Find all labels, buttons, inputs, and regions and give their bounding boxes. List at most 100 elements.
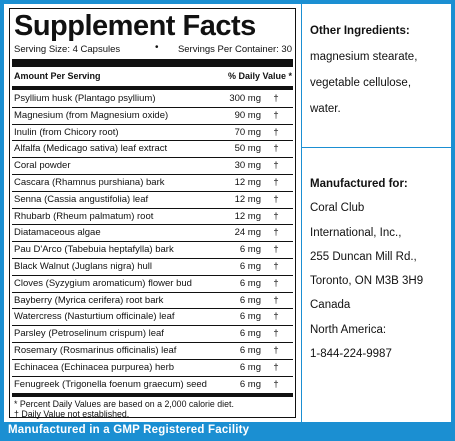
ingredient-row: Inulin (from Chicory root) 70 mg † (12, 125, 293, 142)
ingredient-daily-value: † (273, 210, 279, 222)
other-ingredient-line: water. (310, 103, 341, 115)
ingredient-row: Rosemary (Rosmarinus officinalis) leaf 6 … (12, 343, 293, 360)
ingredient-daily-value: † (273, 126, 279, 138)
manufacturer-line: North America: (310, 323, 387, 336)
ingredient-row: Echinacea (Echinacea purpurea) herb 6 mg † (12, 360, 293, 377)
ingredient-name: Cloves (Syzygium aromaticum) flower bud (14, 277, 192, 289)
ingredient-amount: 12 mg (234, 193, 261, 205)
other-ingredient-line: magnesium stearate, (310, 51, 418, 63)
facts-title: Supplement Facts (14, 10, 256, 42)
manufacturer-section: Manufactured for: Coral Club Internation… (310, 172, 450, 366)
ingredient-row: Fenugreek (Trigonella foenum graecum) se… (12, 377, 293, 394)
ingredient-amount: 300 mg (229, 93, 261, 104)
ingredient-name: Psyllium husk (Plantago psyllium) (14, 93, 156, 104)
ingredient-daily-value: † (273, 277, 279, 289)
ingredient-amount: 50 mg (234, 143, 261, 155)
ingredient-amount: 6 mg (239, 378, 261, 390)
ingredient-daily-value: † (273, 227, 279, 239)
ingredient-name: Inulin (from Chicory root) (14, 126, 119, 138)
ingredient-daily-value: † (273, 109, 279, 121)
ingredient-amount: 90 mg (234, 109, 261, 121)
ingredient-row: Magnesium (from Magnesium oxide) 90 mg † (12, 108, 293, 125)
footnote-percent-dv: * Percent Daily Values are based on a 2,… (14, 399, 234, 409)
gmp-footer-bar: Manufactured in a GMP Registered Facilit… (0, 422, 455, 441)
ingredient-amount: 6 mg (239, 244, 261, 256)
manufacturer-phone: 1-844-224-9987 (310, 348, 392, 361)
ingredient-daily-value: † (273, 378, 279, 390)
ingredient-row: Cloves (Syzygium aromaticum) flower bud 6… (12, 276, 293, 293)
ingredient-name: Pau D'Arco (Tabebuia heptafylla) bark (14, 244, 174, 256)
manufacturer-line: Coral Club (310, 202, 365, 215)
ingredient-amount: 12 mg (234, 176, 261, 188)
supplement-facts-panel: Supplement Facts Serving Size: 4 Capsule… (9, 8, 296, 419)
other-ingredients-section: Other Ingredients: magnesium stearate, v… (310, 18, 450, 122)
ingredient-amount: 6 mg (239, 311, 261, 323)
ingredient-daily-value: † (273, 143, 279, 155)
ingredient-row: Pau D'Arco (Tabebuia heptafylla) bark 6 m… (12, 242, 293, 259)
footnote-dv-not-established: † Daily Value not established. (14, 409, 130, 419)
amount-per-serving-header: Amount Per Serving (14, 71, 101, 81)
ingredient-row: Rhubarb (Rheum palmatum) root 12 mg † (12, 209, 293, 226)
ingredient-name: Coral powder (14, 160, 71, 172)
ingredient-amount: 6 mg (239, 277, 261, 289)
ingredient-row: Cascara (Rhamnus purshiana) bark 12 mg † (12, 175, 293, 192)
ingredient-daily-value: † (273, 294, 279, 306)
manufacturer-line: International, Inc., (310, 226, 402, 239)
ingredient-name: Bayberry (Myrica cerifera) root bark (14, 294, 164, 306)
servings-per-container: Servings Per Container: 30 (177, 44, 292, 55)
serving-size: Serving Size: 4 Capsules (14, 44, 121, 55)
ingredient-name: Parsley (Petroselinum crispum) leaf (14, 328, 164, 340)
manufacturer-line: 255 Duncan Mill Rd., (310, 250, 417, 263)
vertical-divider (301, 4, 302, 422)
ingredient-row: Parsley (Petroselinum crispum) leaf 6 mg † (12, 326, 293, 343)
ingredient-rows: Psyllium husk (Plantago psyllium) 300 mg †… (12, 91, 293, 393)
ingredient-row: Coral powder 30 mg † (12, 158, 293, 175)
ingredient-name: Fenugreek (Trigonella foenum graecum) se… (14, 378, 207, 390)
daily-value-header: % Daily Value * (227, 71, 292, 81)
column-header-row: Amount Per Serving % Daily Value * (14, 71, 292, 83)
ingredient-row: Psyllium husk (Plantago psyllium) 300 mg † (12, 91, 293, 108)
horizontal-divider (302, 147, 451, 148)
ingredient-daily-value: † (273, 311, 279, 323)
other-ingredient-line: vegetable cellulose, (310, 77, 412, 89)
thick-rule-top (12, 59, 293, 67)
ingredient-daily-value: † (273, 193, 279, 205)
ingredient-daily-value: † (273, 361, 279, 373)
footnotes: * Percent Daily Values are based on a 2,… (14, 399, 292, 419)
ingredient-name: Echinacea (Echinacea purpurea) herb (14, 361, 175, 373)
ingredient-amount: 70 mg (234, 126, 261, 138)
ingredient-daily-value: † (273, 260, 279, 272)
ingredient-name: Black Walnut (Juglans nigra) hull (14, 260, 152, 272)
ingredient-amount: 6 mg (239, 344, 261, 356)
ingredient-row: Bayberry (Myrica cerifera) root bark 6 mg… (12, 293, 293, 310)
manufacturer-line: Canada (310, 299, 351, 312)
other-ingredients-heading: Other Ingredients: (310, 25, 410, 37)
ingredient-row: Senna (Cassia angustifolia) leaf 12 mg † (12, 192, 293, 209)
ingredient-row: Watercress (Nasturtium officinale) leaf 6… (12, 309, 293, 327)
manufacturer-line: Toronto, ON M3B 3H9 (310, 275, 424, 288)
ingredient-name: Rosemary (Rosmarinus officinalis) leaf (14, 344, 177, 356)
gmp-footer-text: Manufactured in a GMP Registered Facilit… (8, 424, 250, 436)
ingredient-daily-value: † (273, 344, 279, 356)
ingredient-amount: 12 mg (234, 210, 261, 222)
ingredient-name: Alfalfa (Medicago sativa) leaf extract (14, 143, 168, 155)
ingredient-daily-value: † (273, 328, 279, 340)
ingredient-row: Alfalfa (Medicago sativa) leaf extract 50… (12, 141, 293, 159)
ingredient-amount: 30 mg (234, 160, 261, 172)
ingredient-daily-value: † (273, 93, 279, 104)
bullet-separator: • (155, 42, 159, 53)
ingredient-amount: 6 mg (239, 294, 261, 306)
ingredient-name: Diatamaceous algae (14, 227, 101, 239)
ingredient-amount: 24 mg (234, 227, 261, 239)
ingredient-row: Black Walnut (Juglans nigra) hull 6 mg † (12, 259, 293, 276)
ingredient-amount: 6 mg (239, 361, 261, 373)
manufacturer-heading: Manufactured for: (310, 178, 408, 190)
ingredient-name: Rhubarb (Rheum palmatum) root (14, 210, 154, 222)
ingredient-amount: 6 mg (239, 328, 261, 340)
ingredient-daily-value: † (273, 160, 279, 172)
thick-rule-bottom (12, 393, 293, 397)
ingredient-name: Watercress (Nasturtium officinale) leaf (14, 311, 175, 323)
ingredient-daily-value: † (273, 176, 279, 188)
ingredient-row: Diatamaceous algae 24 mg † (12, 225, 293, 243)
